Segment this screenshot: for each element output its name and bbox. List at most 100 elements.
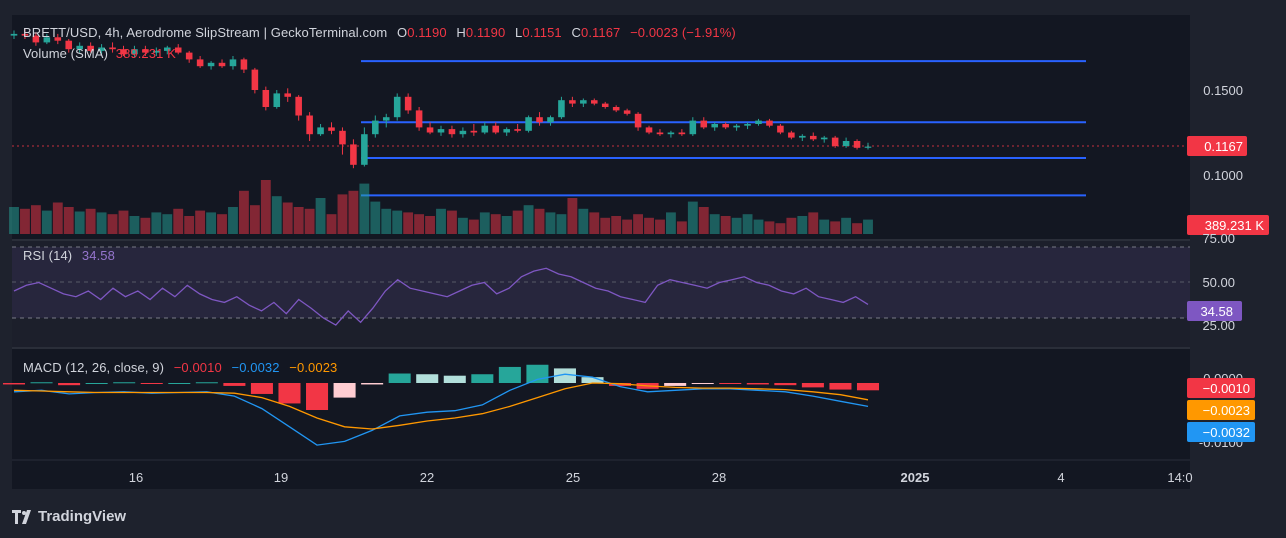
volume-bar xyxy=(501,216,512,234)
candle-body xyxy=(120,49,127,55)
candle-body xyxy=(262,90,270,107)
macd-line-badge xyxy=(1187,422,1255,442)
macd-signal-badge-value: −0.0023 xyxy=(1203,403,1250,418)
macd-hist-bar xyxy=(2,383,26,385)
volume-legend[interactable]: Volume (SMA) 389.231 K xyxy=(23,46,176,61)
macd-hist-bar xyxy=(664,383,687,386)
macd-hist-bar xyxy=(361,383,384,385)
candle-body xyxy=(766,120,773,126)
macd-hist-bar xyxy=(58,383,81,386)
macd-hist-bar xyxy=(581,377,604,383)
macd-lines xyxy=(13,373,869,446)
volume-bar xyxy=(348,190,359,234)
macd-hist-bar xyxy=(195,382,218,384)
symbol-title[interactable]: BRETT/USD, 4h, Aerodrome SlipStream | Ge… xyxy=(23,25,388,40)
candle-body xyxy=(142,49,149,53)
candle-body xyxy=(174,47,182,53)
tradingview-brand[interactable]: TradingView xyxy=(12,508,126,525)
candle-body xyxy=(809,135,817,140)
candle-body xyxy=(153,50,160,53)
candle-body xyxy=(558,100,565,118)
candle-body xyxy=(656,132,664,135)
volume-bar xyxy=(30,205,41,234)
volume-bar xyxy=(118,210,129,234)
volume-bar xyxy=(162,214,173,234)
macd-hist-bar xyxy=(471,374,494,383)
volume-bar xyxy=(676,221,687,234)
main-legend: BRETT/USD, 4h, Aerodrome SlipStream | Ge… xyxy=(23,25,736,40)
volume-bar xyxy=(479,212,490,234)
time-label-4: 28 xyxy=(712,470,726,485)
volume-bar xyxy=(63,207,74,234)
volume-bar xyxy=(665,212,676,234)
candle-body xyxy=(382,117,390,121)
volume-bar xyxy=(370,201,381,234)
candle-body xyxy=(109,47,116,50)
macd-signal-badge xyxy=(1187,400,1255,420)
volume-bar xyxy=(326,214,337,234)
volume-bar xyxy=(41,210,52,234)
volume-legend-value: 389.231 K xyxy=(115,46,176,61)
volume-bar xyxy=(852,223,862,234)
volume-bar xyxy=(52,202,63,234)
volume-bar xyxy=(687,201,698,234)
candle-body xyxy=(54,37,62,41)
candle-body xyxy=(799,135,806,138)
macd-hist-bar xyxy=(691,383,714,384)
volume-badge-value: 389.231 K xyxy=(1205,218,1265,233)
candle-body xyxy=(32,35,40,43)
candle-body xyxy=(207,62,215,67)
macd-legend-hist: −0.0010 xyxy=(173,360,222,375)
last-price-badge xyxy=(1187,136,1247,156)
macd-hist-bar xyxy=(168,383,191,384)
volume-bar xyxy=(260,180,271,234)
time-label-2: 22 xyxy=(420,470,434,485)
volume-bar xyxy=(414,214,425,234)
candle-body xyxy=(65,40,73,50)
horizontal-levels[interactable] xyxy=(361,60,1086,197)
candle-body xyxy=(163,47,171,51)
candle-body xyxy=(295,96,302,116)
macd-hist-bar xyxy=(553,368,576,383)
time-label-1: 19 xyxy=(274,470,288,485)
volume-bars xyxy=(9,180,873,234)
volume-bar xyxy=(523,205,534,234)
candle-body xyxy=(393,96,401,118)
time-label-3: 25 xyxy=(566,470,580,485)
candle-body xyxy=(481,125,489,133)
volume-bar xyxy=(9,207,19,234)
candle-body xyxy=(689,120,697,135)
candle-body xyxy=(240,59,248,70)
candle-body xyxy=(623,110,631,114)
candle-body xyxy=(284,93,292,97)
volume-bar xyxy=(863,219,873,234)
time-label-0: 16 xyxy=(129,470,143,485)
candle-body xyxy=(744,124,751,126)
volume-bar xyxy=(556,214,567,234)
rsi-tick-1: 50.00 xyxy=(1202,275,1235,290)
macd-hist-bar xyxy=(30,382,53,384)
volume-badge xyxy=(1187,215,1269,235)
candle-body xyxy=(492,125,500,133)
volume-bar xyxy=(534,208,545,234)
volume-bar xyxy=(129,216,140,234)
macd-hist-bar xyxy=(278,383,301,404)
candle-body xyxy=(87,45,94,51)
close-label: C xyxy=(571,25,581,40)
candle-body xyxy=(842,141,850,147)
candle-body xyxy=(317,127,324,135)
macd-legend-macd: −0.0032 xyxy=(231,360,280,375)
candle-body xyxy=(306,115,313,135)
volume-legend-label: Volume (SMA) xyxy=(23,46,109,61)
high-value: 0.1190 xyxy=(465,25,506,40)
rsi-legend[interactable]: RSI (14) 34.58 xyxy=(23,248,115,263)
volume-bar xyxy=(74,211,85,234)
macd-legend[interactable]: MACD (12, 26, close, 9) −0.0010 −0.0032 … xyxy=(23,360,337,375)
macd-hist-bar xyxy=(746,383,769,385)
candle-body xyxy=(273,93,281,107)
candle-body xyxy=(229,59,237,67)
volume-bar xyxy=(381,208,392,234)
volume-bar xyxy=(206,212,217,234)
